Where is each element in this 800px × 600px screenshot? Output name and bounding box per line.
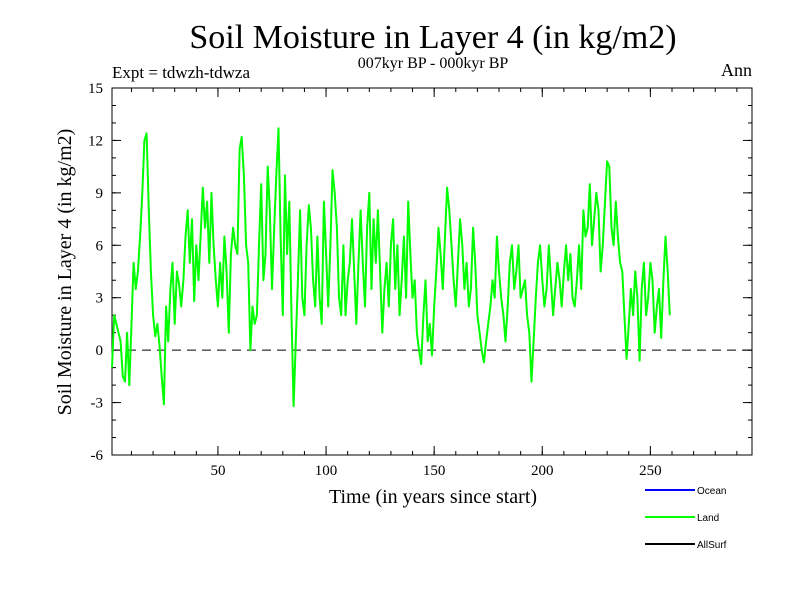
x-tick-label: 100 xyxy=(315,463,338,479)
legend-label-land: Land xyxy=(697,513,719,524)
y-tick-label: 15 xyxy=(88,81,103,97)
x-tick-label: 200 xyxy=(531,463,554,479)
chart-title: Soil Moisture in Layer 4 (in kg/m2) xyxy=(189,19,676,56)
x-tick-label: 250 xyxy=(639,463,662,479)
plot-area: 50 100 150 200 250 -6 -3 0 3 6 9 12 15 xyxy=(88,81,753,479)
y-tick-label: 0 xyxy=(96,343,104,359)
legend-label-ocean: Ocean xyxy=(697,486,726,497)
y-tick-label: 3 xyxy=(96,291,104,307)
chart-subtitle: 007kyr BP - 000kyr BP xyxy=(358,55,509,72)
x-tick-label: 50 xyxy=(210,463,225,479)
y-tick-label: 9 xyxy=(96,186,104,202)
x-tick-label: 150 xyxy=(423,463,446,479)
series-line-land xyxy=(111,127,671,408)
y-tick-label: 6 xyxy=(96,238,104,254)
experiment-label: Expt = tdwzh-tdwza xyxy=(112,63,250,82)
season-label: Ann xyxy=(721,60,752,80)
x-axis-label: Time (in years since start) xyxy=(329,486,537,508)
y-tick-label: 12 xyxy=(88,133,103,149)
legend: Ocean Land AllSurf xyxy=(645,486,727,551)
y-tick-label: -6 xyxy=(91,448,104,464)
legend-label-allsurf: AllSurf xyxy=(697,540,727,551)
y-tick-label: -3 xyxy=(91,396,104,412)
plot-frame xyxy=(111,87,753,456)
y-axis-label: Soil Moisture in Layer 4 (in kg/m2) xyxy=(54,129,76,416)
